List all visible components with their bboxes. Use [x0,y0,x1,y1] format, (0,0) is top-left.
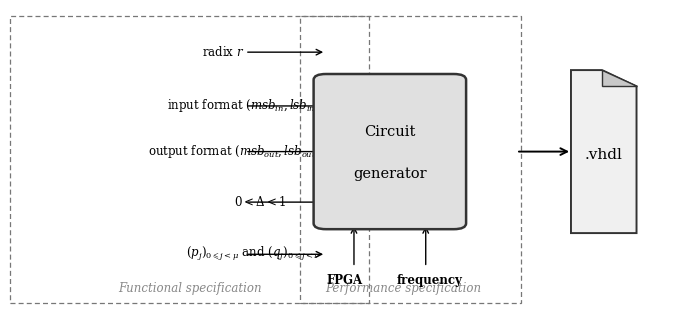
FancyBboxPatch shape [313,74,466,229]
Text: frequency: frequency [396,274,462,287]
Text: $0 < \Delta < 1$: $0 < \Delta < 1$ [234,195,286,209]
Text: input format $(msb_{in},lsb_{in})$: input format $(msb_{in},lsb_{in})$ [168,97,321,114]
Text: $(p_j)_{0\leqslant j<\mu}$ and $(q_j)_{0\leqslant j<\nu}$: $(p_j)_{0\leqslant j<\mu}$ and $(q_j)_{0… [186,245,321,263]
Text: FPGA: FPGA [327,274,363,287]
Polygon shape [602,70,636,86]
Polygon shape [571,70,636,233]
Bar [300,16,521,303]
Text: Circuit: Circuit [364,125,415,139]
Text: Performance specification: Performance specification [326,282,482,295]
Text: generator: generator [353,168,426,181]
Text: output format $(msb_{out},lsb_{out})$: output format $(msb_{out},lsb_{out})$ [148,143,321,160]
Text: Functional specification: Functional specification [118,282,262,295]
Text: .vhdl: .vhdl [585,148,622,162]
Text: radix $r$: radix $r$ [202,45,245,59]
Bar [10,16,369,303]
